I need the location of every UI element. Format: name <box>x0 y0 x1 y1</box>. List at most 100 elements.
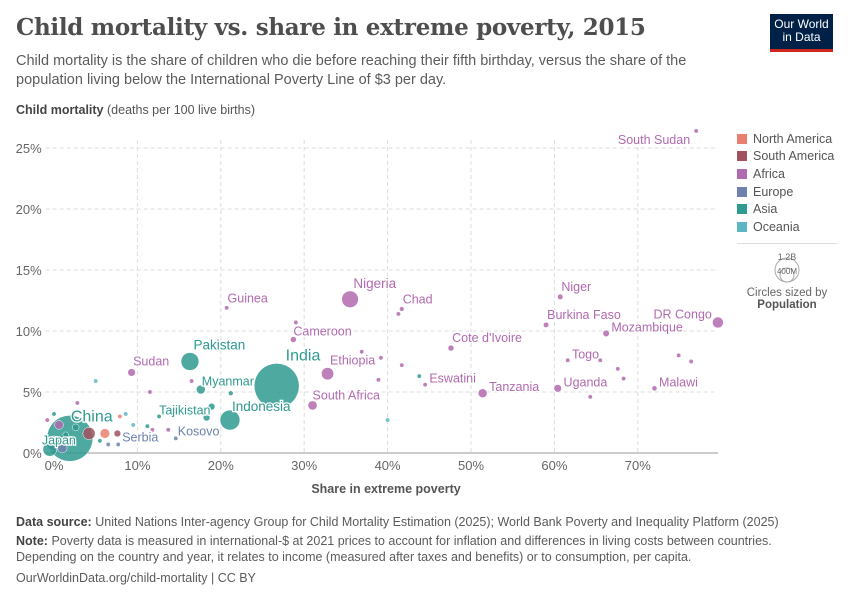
legend-item[interactable]: Oceania <box>737 218 834 236</box>
data-point <box>553 384 562 393</box>
chart-subtitle: Child mortality is the share of children… <box>16 53 687 88</box>
note-label: Note: <box>16 534 48 548</box>
data-point <box>82 427 96 440</box>
point-label: Burkina Faso <box>547 308 621 322</box>
y-tick-label: 15% <box>16 263 42 278</box>
data-point <box>565 357 571 363</box>
x-tick-label: 30% <box>291 458 317 473</box>
data-point <box>165 427 171 433</box>
point-label: Cameroon <box>293 325 351 339</box>
size-legend: 1.2B 400M Circles sized by Population <box>737 243 837 311</box>
x-axis-title: Share in extreme poverty <box>311 482 460 496</box>
data-point <box>130 422 136 428</box>
data-point <box>385 417 391 423</box>
legend-item[interactable]: Asia <box>737 200 834 218</box>
legend-item[interactable]: Europe <box>737 183 834 201</box>
data-point <box>447 344 455 352</box>
legend: North America South America Africa Europe As… <box>737 130 834 236</box>
data-point <box>57 443 68 454</box>
size-legend-big: 1.2B <box>778 252 797 262</box>
x-tick-label: 0% <box>45 458 64 473</box>
url-link[interactable]: OurWorldinData.org/child-mortality | CC … <box>16 571 256 585</box>
data-point <box>97 438 103 444</box>
legend-label: South America <box>753 149 835 164</box>
x-tick-label: 20% <box>208 458 234 473</box>
legend-item[interactable]: South America <box>737 148 834 166</box>
data-point <box>54 420 64 430</box>
legend-item[interactable]: Africa <box>737 165 834 183</box>
data-point <box>712 316 724 329</box>
size-caption: Circles sized by <box>746 287 828 299</box>
point-label: Niger <box>561 280 591 294</box>
logo-text: Our World in Data <box>774 17 829 44</box>
legend-swatch <box>737 221 747 232</box>
data-point <box>74 400 80 406</box>
point-label: China <box>71 408 113 425</box>
point-label: Togo <box>572 347 599 361</box>
point-label: Ethiopia <box>330 354 375 368</box>
data-point <box>144 423 150 429</box>
data-point <box>621 376 627 382</box>
legend-label: Europe <box>753 184 794 199</box>
data-point <box>207 402 216 411</box>
data-point <box>42 442 58 457</box>
data-point <box>651 385 658 392</box>
note: Note: Poverty data is measured in intern… <box>16 533 816 565</box>
data-point <box>321 367 334 381</box>
data-point <box>123 411 129 417</box>
point-label: South Africa <box>313 388 380 402</box>
source-note: Data source: United Nations Inter-agency… <box>16 514 816 530</box>
point-label: Guinea <box>228 292 268 306</box>
source-text: United Nations Inter-agency Group for Ch… <box>95 515 779 529</box>
data-point <box>105 442 111 447</box>
data-point <box>127 368 136 377</box>
y-axis-unit: (deaths per 100 live births) <box>107 103 255 117</box>
legend-label: Africa <box>753 166 785 181</box>
point-label: Pakistan <box>194 338 246 353</box>
legend-swatch <box>737 186 747 197</box>
owid-logo[interactable]: Our World in Data <box>770 14 833 52</box>
data-point <box>51 411 57 417</box>
chart-title: Child mortality vs. share in extreme pov… <box>16 14 646 41</box>
size-variable: Population <box>757 299 817 311</box>
legend-swatch <box>737 168 747 179</box>
point-label: Tajikistan <box>159 403 210 417</box>
x-tick-label: 70% <box>625 458 651 473</box>
source-label: Data source: <box>16 515 92 529</box>
y-axis-title: Child mortality <box>16 103 104 117</box>
data-point <box>602 329 610 337</box>
data-point <box>113 429 122 438</box>
data-point <box>693 128 699 134</box>
y-axis-label: Child mortality (deaths per 100 live bir… <box>16 103 255 117</box>
size-legend-circles: 1.2B 400M <box>774 252 800 283</box>
y-tick-label: 25% <box>16 141 42 156</box>
point-label: Myanmar <box>202 375 254 389</box>
point-label: Nigeria <box>353 276 396 291</box>
point-label: India <box>286 347 321 364</box>
x-tick-label: 60% <box>541 458 567 473</box>
y-tick-label: 5% <box>23 385 42 400</box>
legend-label: North America <box>753 131 833 146</box>
data-point <box>147 389 153 395</box>
y-tick-label: 0% <box>23 446 42 461</box>
data-point <box>378 355 384 361</box>
point-label: South Sudan <box>618 133 690 147</box>
data-point <box>395 311 401 317</box>
data-point <box>99 428 110 439</box>
data-point <box>307 400 318 411</box>
data-point <box>156 413 162 419</box>
data-point <box>117 413 123 419</box>
x-tick-label: 50% <box>458 458 484 473</box>
legend-swatch <box>737 204 747 215</box>
point-label: Serbia <box>122 430 158 444</box>
data-point <box>72 423 80 432</box>
data-point <box>676 352 682 358</box>
point-label: Malawi <box>659 375 698 389</box>
data-point <box>149 427 155 433</box>
data-point <box>375 377 381 383</box>
data-point <box>196 384 206 395</box>
data-point <box>587 394 593 400</box>
legend-item[interactable]: North America <box>737 130 834 148</box>
data-point <box>422 382 428 388</box>
